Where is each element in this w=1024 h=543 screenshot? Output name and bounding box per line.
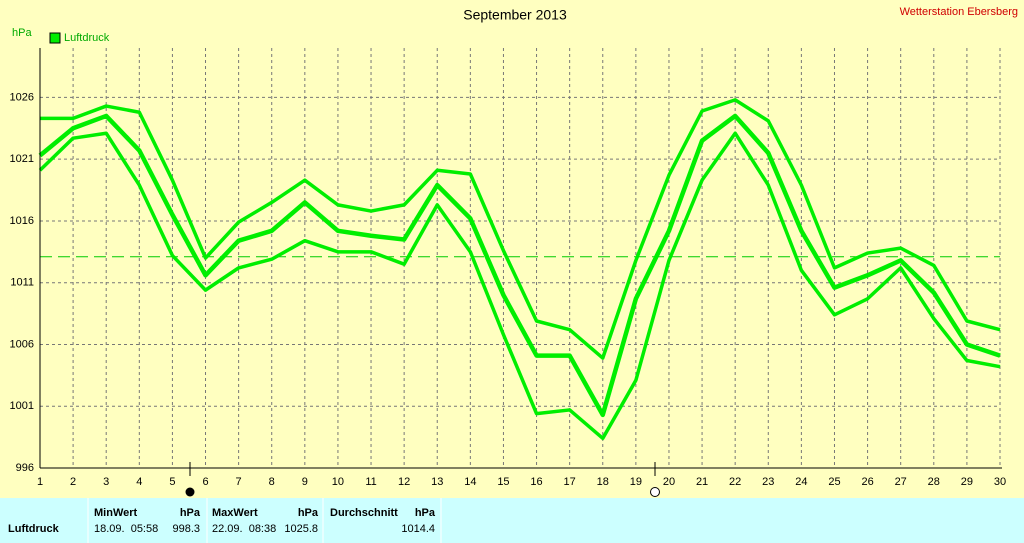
x-tick-label: 16 [530, 476, 542, 488]
x-tick-label: 29 [961, 476, 973, 488]
series-line [38, 113, 1001, 418]
series-line [40, 98, 1001, 360]
station-name: Wetterstation Ebersberg [900, 6, 1018, 18]
row-label: Luftdruck [8, 523, 60, 535]
legend-label: Luftdruck [64, 32, 110, 44]
x-tick-label: 30 [994, 476, 1006, 488]
x-tick-label: 24 [795, 476, 807, 488]
x-tick-label: 21 [696, 476, 708, 488]
x-tick-label: 18 [597, 476, 609, 488]
x-tick-label: 4 [136, 476, 142, 488]
x-tick-label: 6 [202, 476, 208, 488]
table-header: MaxWert [212, 507, 258, 519]
x-tick-label: 8 [269, 476, 275, 488]
x-tick-label: 27 [895, 476, 907, 488]
x-tick-label: 14 [464, 476, 476, 488]
x-tick-label: 12 [398, 476, 410, 488]
y-tick-label: 1016 [10, 215, 34, 227]
x-tick-label: 25 [828, 476, 840, 488]
stats-table: MinWert hPa MaxWert hPa Durchschnitt hPa… [0, 498, 1024, 543]
table-cell: 1014.4 [401, 523, 435, 535]
x-tick-label: 28 [928, 476, 940, 488]
table-header: MinWert [94, 507, 138, 519]
y-tick-label: 1006 [10, 338, 34, 350]
series-line [38, 131, 1001, 441]
x-tick-label: 20 [663, 476, 675, 488]
x-tick-label: 19 [630, 476, 642, 488]
x-tick-label: 9 [302, 476, 308, 488]
y-tick-label: 1026 [10, 91, 34, 103]
y-tick-label: 996 [16, 462, 34, 474]
x-tick-label: 23 [762, 476, 774, 488]
table-background [0, 498, 1024, 543]
full-moon-icon [650, 487, 660, 497]
table-cell: 22.09. 08:38 [212, 523, 276, 535]
x-tick-label: 26 [861, 476, 873, 488]
x-tick-label: 2 [70, 476, 76, 488]
y-tick-label: 1001 [10, 400, 34, 412]
y-axis-label: hPa [12, 27, 32, 39]
table-cell: 1025.8 [284, 523, 318, 535]
x-tick-label: 5 [169, 476, 175, 488]
x-tick-label: 10 [332, 476, 344, 488]
table-header: hPa [415, 507, 436, 519]
y-tick-label: 1011 [10, 277, 34, 289]
x-tick-label: 13 [431, 476, 443, 488]
table-cell: 18.09. 05:58 [94, 523, 158, 535]
x-tick-label: 15 [497, 476, 509, 488]
x-tick-label: 11 [365, 476, 376, 488]
table-header: hPa [298, 507, 319, 519]
x-tick-label: 7 [236, 476, 242, 488]
table-header: hPa [180, 507, 201, 519]
y-tick-label: 1021 [10, 153, 34, 165]
table-cell: 998.3 [172, 523, 200, 535]
x-tick-label: 3 [103, 476, 109, 488]
x-tick-label: 17 [564, 476, 576, 488]
x-tick-label: 22 [729, 476, 741, 488]
new-moon-icon [185, 487, 195, 497]
legend-swatch [49, 32, 61, 44]
table-header: Durchschnitt [330, 507, 398, 519]
chart-title: September 2013 [463, 7, 567, 23]
x-tick-label: 1 [37, 476, 43, 488]
